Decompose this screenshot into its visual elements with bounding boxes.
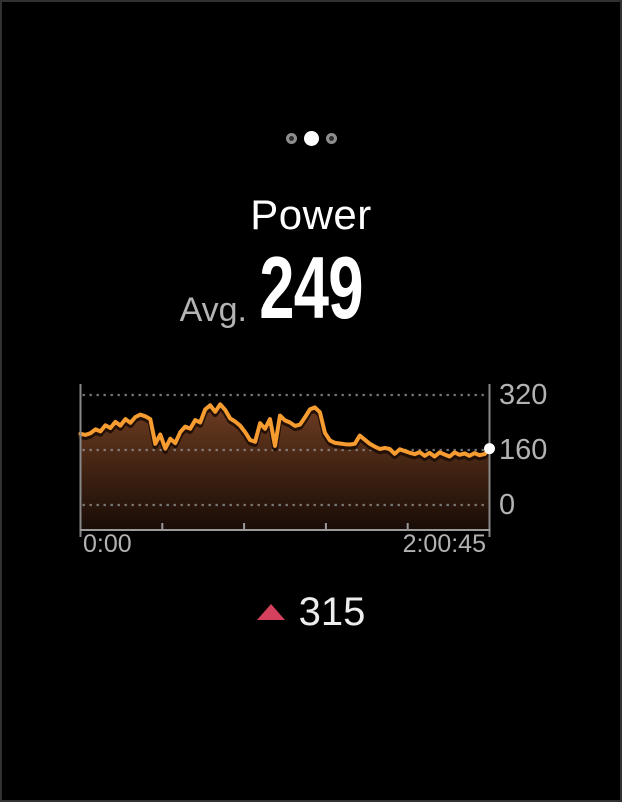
max-power-indicator: 315 xyxy=(2,592,620,632)
x-axis-start-label: 0:00 xyxy=(83,530,132,558)
avg-power-value: 249 xyxy=(259,238,363,337)
x-axis-end-label: 2:00:45 xyxy=(402,530,486,558)
page-indicator xyxy=(2,131,620,146)
y-tick-label-160: 160 xyxy=(499,433,548,466)
pager-dot-2-active[interactable] xyxy=(303,131,319,146)
pager-dot-1[interactable] xyxy=(285,133,297,144)
pager-dot-3[interactable] xyxy=(325,133,337,144)
y-tick-label-320: 320 xyxy=(499,378,548,411)
max-power-value: 315 xyxy=(298,590,366,634)
triangle-up-icon xyxy=(256,604,285,620)
avg-label: Avg. xyxy=(179,291,247,329)
page-title: Power xyxy=(250,191,372,238)
y-tick-label-0: 0 xyxy=(499,488,516,521)
